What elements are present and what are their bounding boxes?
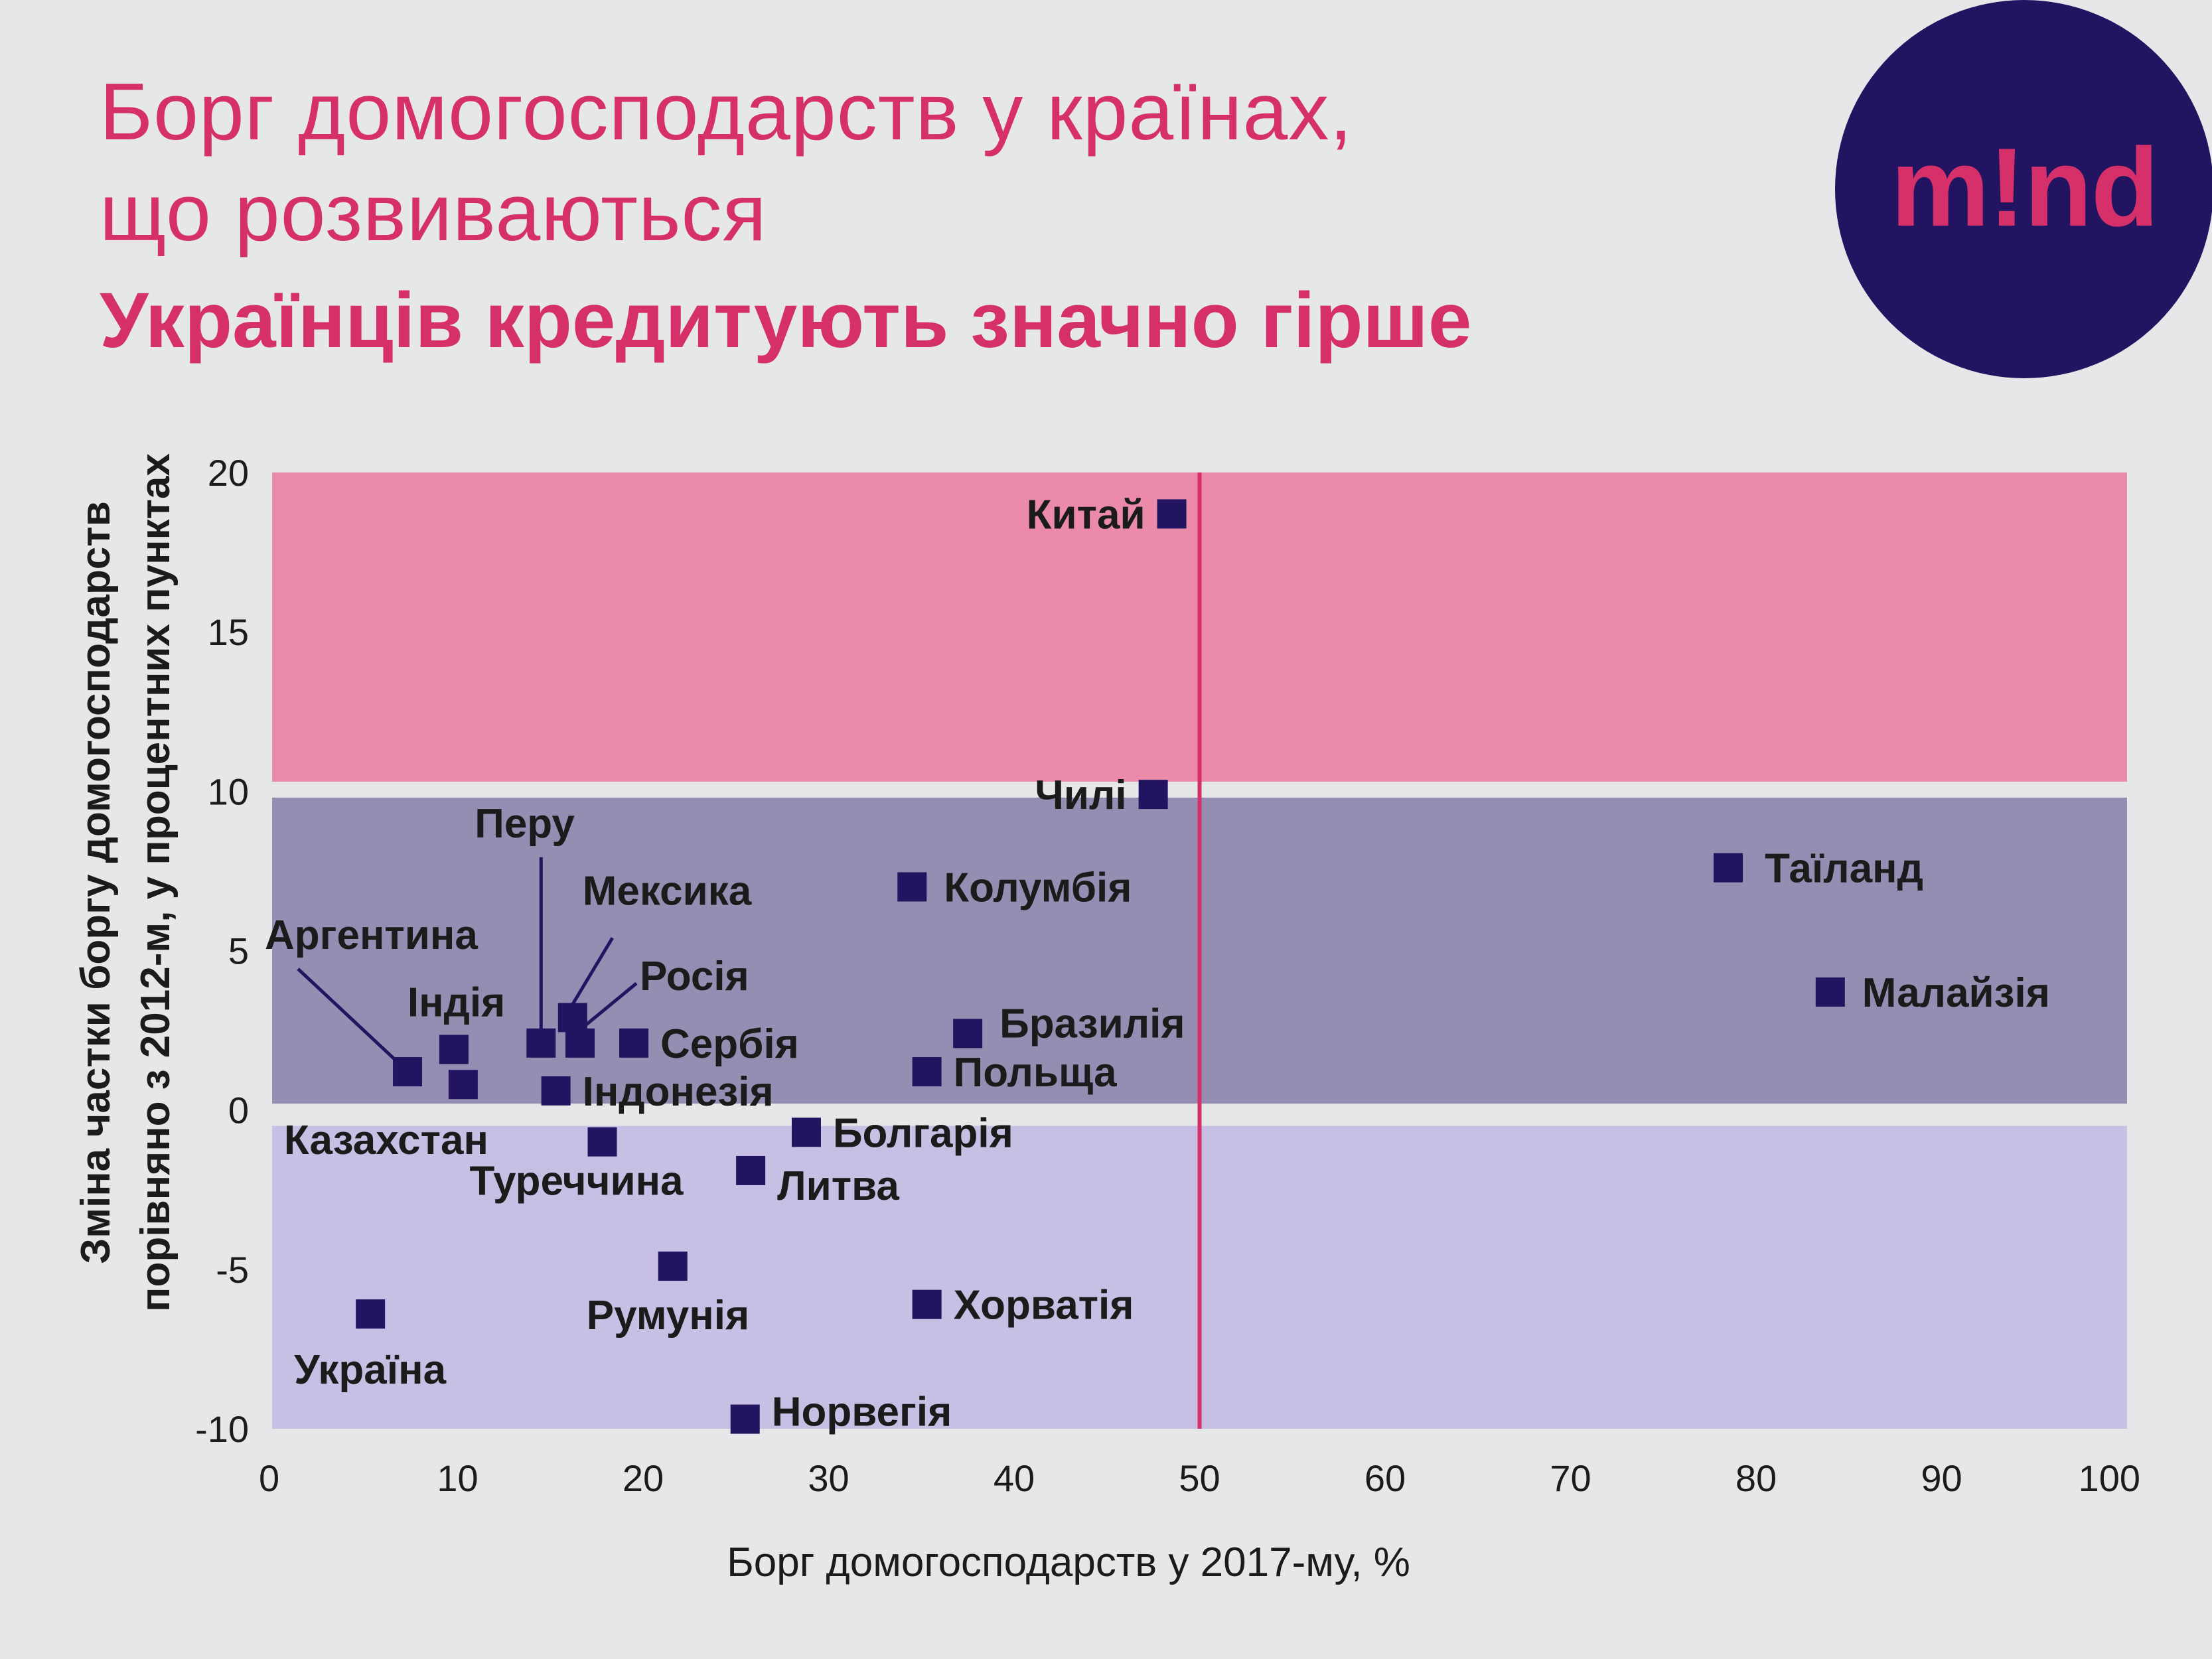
label-польща: Польща: [954, 1050, 1117, 1096]
label-бразилія: Бразилія: [999, 1001, 1185, 1046]
y-tick-label: 15: [208, 611, 249, 653]
y-axis-title-line1: Зміна частки боргу домогосподарств: [73, 501, 119, 1263]
x-tick-label: 90: [1921, 1457, 1962, 1499]
marker-туреччина: [587, 1127, 617, 1157]
marker-бразилія: [953, 1019, 983, 1048]
label-таїланд: Таїланд: [1765, 846, 1923, 892]
label-китай: Китай: [1027, 492, 1145, 538]
marker-мексика: [557, 1003, 587, 1033]
label-сербія: Сербія: [660, 1021, 799, 1067]
marker-китай: [1157, 499, 1187, 529]
page-title-line1: Борг домогосподарств у країнах,: [100, 66, 1353, 157]
logo-wordmark: m!nd: [1890, 125, 2160, 250]
y-tick-label: 10: [208, 770, 249, 812]
label-колумбія: Колумбія: [944, 865, 1132, 910]
marker-колумбія: [897, 872, 927, 902]
label-індія: Індія: [407, 979, 505, 1025]
marker-індія: [439, 1035, 469, 1064]
label-норвегія: Норвегія: [772, 1390, 952, 1435]
marker-польща: [912, 1057, 942, 1087]
y-tick-label: 0: [228, 1090, 249, 1131]
leader-мексика: [571, 937, 614, 1005]
y-tick-label: -5: [216, 1249, 249, 1291]
marker-румунія: [658, 1252, 688, 1281]
x-tick-label: 10: [437, 1457, 478, 1499]
y-axis-ticks: 20 15 10 5 0 -5 -10: [195, 452, 249, 1450]
x-tick-label: 20: [623, 1457, 664, 1499]
y-tick-label: 5: [228, 930, 249, 972]
x-tick-label: 60: [1364, 1457, 1406, 1499]
marker-росія: [565, 1028, 595, 1058]
marker-україна: [356, 1299, 386, 1329]
page-subtitle: Українців кредитують значно гірше: [100, 277, 1472, 364]
x-tick-label: 80: [1735, 1457, 1777, 1499]
y-axis-title-line2: порівняно з 2012-м, у процентних пунктах: [133, 453, 179, 1312]
label-туреччина: Туреччина: [470, 1159, 684, 1204]
marker-литва: [736, 1155, 766, 1185]
marker-чилі: [1138, 780, 1168, 810]
label-чилі: Чилі: [1035, 772, 1126, 818]
label-індонезія: Індонезія: [583, 1069, 774, 1115]
x-tick-label: 100: [2079, 1457, 2140, 1499]
x-tick-label: 70: [1550, 1457, 1591, 1499]
label-росія: Росія: [640, 954, 749, 999]
y-tick-label: 20: [208, 452, 249, 494]
marker-перу: [526, 1028, 556, 1058]
y-tick-label: -10: [195, 1408, 249, 1450]
label-хорватія: Хорватія: [954, 1283, 1134, 1329]
label-малайзія: Малайзія: [1862, 970, 2050, 1016]
x-axis-ticks: 0 10 20 30 40 50 60 70 80 90 100: [259, 1457, 2140, 1499]
x-tick-label: 0: [259, 1457, 279, 1499]
label-україна: Україна: [294, 1347, 446, 1393]
x-tick-label: 50: [1179, 1457, 1220, 1499]
marker-сербія: [619, 1028, 649, 1058]
marker-аргентина: [393, 1057, 423, 1087]
label-болгарія: Болгарія: [833, 1110, 1013, 1156]
label-казахстан: Казахстан: [284, 1118, 488, 1163]
marker-норвегія: [730, 1404, 760, 1434]
label-перу: Перу: [475, 801, 575, 847]
page-title-line2: що розвиваються: [100, 167, 767, 257]
leader-lines: [297, 857, 638, 1066]
axis-titles: Борг домогосподарств у 2017-му, % Зміна …: [73, 453, 1410, 1585]
leader-росія: [579, 981, 638, 1031]
x-axis-title: Борг домогосподарств у 2017-му, %: [727, 1540, 1410, 1585]
point-labels: Китай Чилі Таїланд Колумбія Малайзія Бразилія…: [265, 492, 2050, 1435]
marker-малайзія: [1815, 977, 1845, 1007]
data-markers: [356, 499, 1845, 1434]
x-tick-label: 40: [994, 1457, 1035, 1499]
marker-хорватія: [912, 1289, 942, 1319]
marker-індонезія: [541, 1076, 571, 1106]
x-tick-label: 30: [808, 1457, 849, 1499]
label-мексика: Мексика: [583, 868, 752, 914]
mind-logo: m!nd: [1835, 0, 2212, 378]
label-аргентина: Аргентина: [265, 912, 478, 958]
label-литва: Литва: [777, 1163, 899, 1209]
marker-казахстан: [448, 1070, 478, 1100]
label-румунія: Румунія: [587, 1293, 749, 1338]
marker-болгарія: [791, 1118, 821, 1147]
leader-аргентина: [297, 968, 402, 1066]
marker-таїланд: [1714, 853, 1743, 883]
